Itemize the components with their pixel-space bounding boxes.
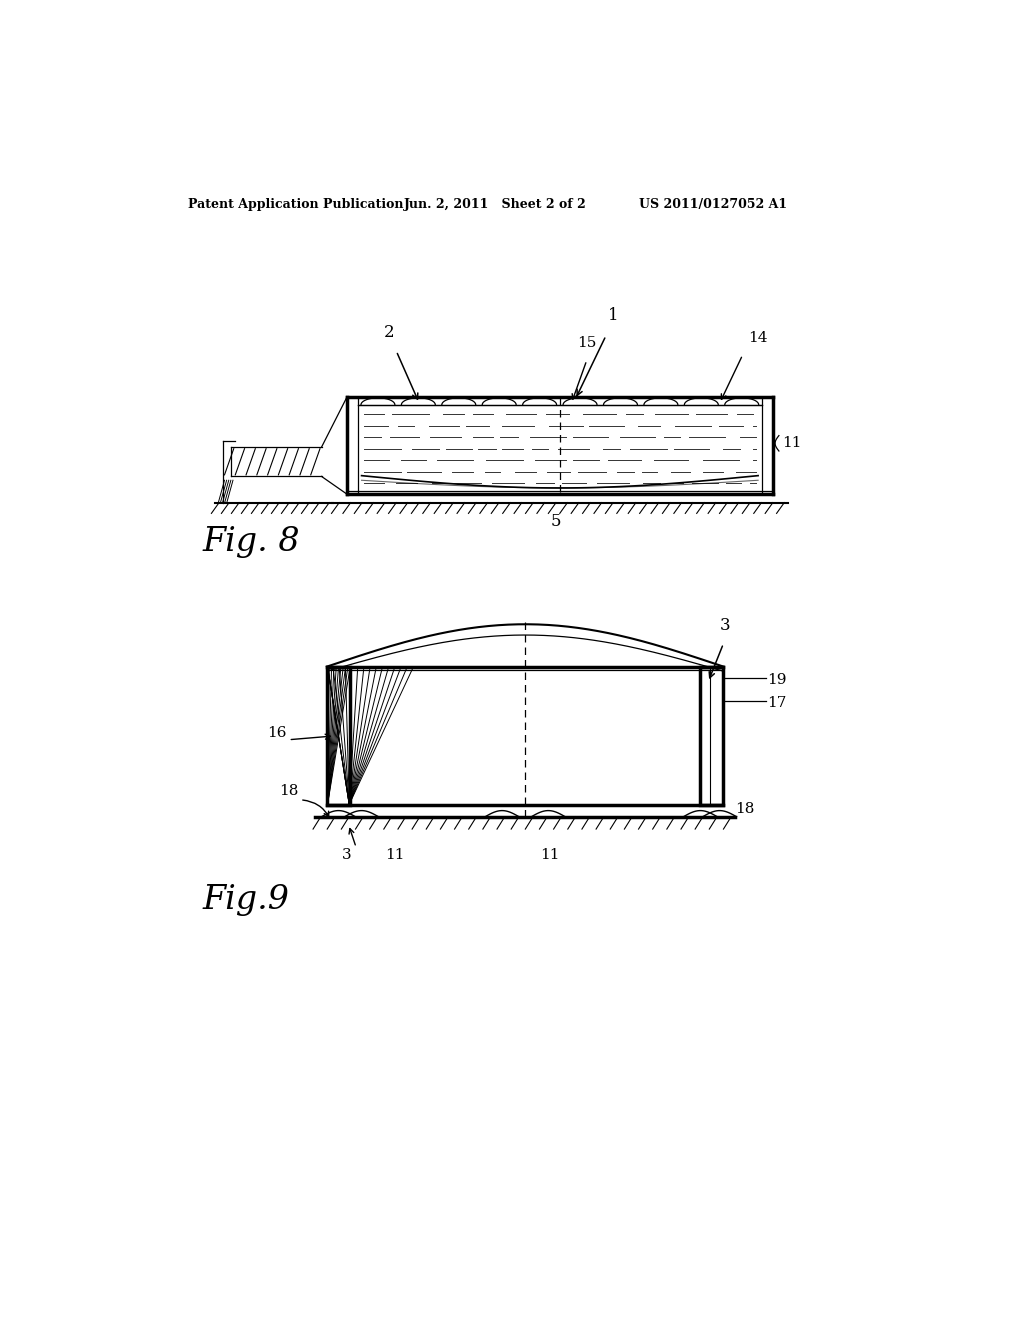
Text: 18: 18 xyxy=(280,784,299,799)
Text: Patent Application Publication: Patent Application Publication xyxy=(188,198,403,211)
Bar xyxy=(700,667,724,805)
Text: 16: 16 xyxy=(267,726,287,741)
Text: 15: 15 xyxy=(577,337,596,350)
Text: 14: 14 xyxy=(749,331,768,345)
Text: 3: 3 xyxy=(720,616,730,634)
Text: 11: 11 xyxy=(385,849,404,862)
Bar xyxy=(350,667,700,805)
Text: Fig. 8: Fig. 8 xyxy=(202,527,300,558)
Text: 11: 11 xyxy=(782,436,802,450)
Text: 19: 19 xyxy=(767,673,786,686)
Bar xyxy=(327,667,350,805)
Text: 2: 2 xyxy=(384,323,394,341)
Text: 17: 17 xyxy=(767,696,786,710)
Text: 3: 3 xyxy=(342,849,352,862)
Text: Jun. 2, 2011   Sheet 2 of 2: Jun. 2, 2011 Sheet 2 of 2 xyxy=(403,198,587,211)
Text: US 2011/0127052 A1: US 2011/0127052 A1 xyxy=(639,198,786,211)
Text: Fig.9: Fig.9 xyxy=(202,884,289,916)
Text: 5: 5 xyxy=(550,513,561,531)
Text: 11: 11 xyxy=(541,849,560,862)
Text: 18: 18 xyxy=(735,803,755,816)
Text: 1: 1 xyxy=(607,308,618,325)
